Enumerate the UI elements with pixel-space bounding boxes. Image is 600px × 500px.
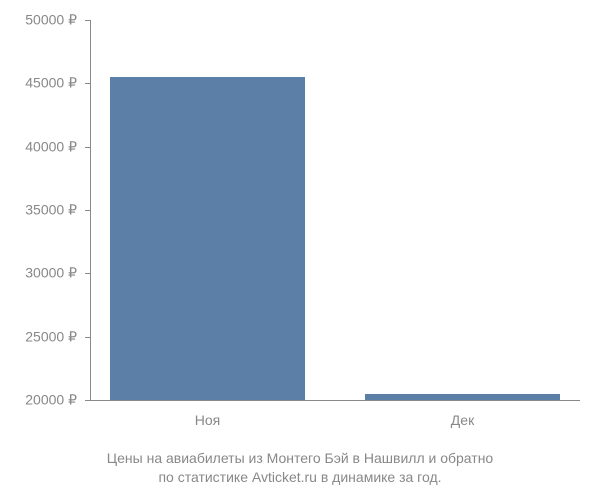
y-tick-mark xyxy=(85,400,90,401)
y-tick-mark xyxy=(85,147,90,148)
y-tick-mark xyxy=(85,20,90,21)
plot-area xyxy=(90,20,580,400)
price-chart: 20000 ₽ 25000 ₽ 30000 ₽ 35000 ₽ 40000 ₽ 45000… xyxy=(0,0,600,500)
y-tick-label: 40000 ₽ xyxy=(0,138,77,155)
caption-line-1: Цены на авиабилеты из Монтего Бэй в Нашв… xyxy=(107,450,493,466)
y-tick-label: 35000 ₽ xyxy=(0,202,77,219)
x-axis-line xyxy=(90,400,580,401)
caption-line-2: по статистике Avticket.ru в динамике за … xyxy=(158,469,441,485)
x-tick-label: Дек xyxy=(451,412,474,428)
bar xyxy=(110,77,305,400)
bar xyxy=(365,394,560,400)
y-axis: 20000 ₽25000 ₽30000 ₽35000 ₽40000 ₽45000… xyxy=(0,20,85,400)
y-tick-mark xyxy=(85,273,90,274)
chart-caption: Цены на авиабилеты из Монтего Бэй в Нашв… xyxy=(0,449,600,488)
y-tick-label: 50000 ₽ xyxy=(0,12,77,29)
y-tick-label: 20000 ₽ xyxy=(0,392,77,409)
y-tick-label: 25000 ₽ xyxy=(0,328,77,345)
y-tick-label: 45000 ₽ xyxy=(0,75,77,92)
y-tick-mark xyxy=(85,83,90,84)
y-tick-mark xyxy=(85,210,90,211)
y-tick-mark xyxy=(85,337,90,338)
y-tick-label: 30000 ₽ xyxy=(0,265,77,282)
x-tick-label: Ноя xyxy=(195,412,220,428)
